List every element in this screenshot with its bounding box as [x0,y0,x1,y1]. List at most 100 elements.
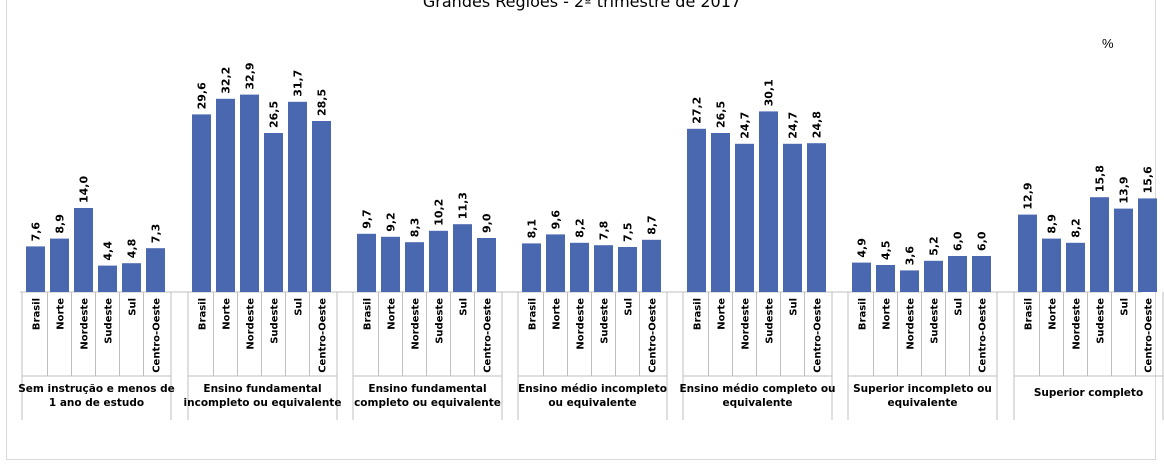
bar [618,247,637,292]
group-label: 1 ano de estudo [49,397,144,409]
data-label: 5,2 [928,236,941,256]
category-label: Norte [882,298,893,330]
category-label: Sudeste [1096,298,1107,344]
data-label: 8,2 [574,218,587,238]
data-label: 4,5 [880,241,893,261]
category-label: Centro-Oeste [813,298,824,373]
category-label: Nordeste [1072,298,1083,350]
data-label: 27,2 [691,97,704,124]
unit-label: % [1102,36,1114,51]
bar [1066,242,1085,292]
data-label: 4,8 [126,239,139,259]
category-label: Sul [624,298,635,316]
chart-title: Grandes Regiões - 2º trimestre de 2017 [422,0,742,11]
data-label: 7,3 [150,224,163,244]
category-label: Centro-Oeste [1144,298,1155,373]
data-label: 9,6 [550,210,563,230]
data-label: 7,8 [598,221,611,241]
data-label: 8,9 [54,214,67,234]
category-label: Nordeste [411,298,422,350]
category-label: Sul [459,298,470,316]
bar [50,238,69,292]
category-label: Sul [954,298,965,316]
data-label: 9,2 [385,212,398,232]
group-label: incompleto ou equivalente [184,397,342,409]
bar [312,121,331,292]
category-label: Norte [717,298,728,330]
bar [972,256,991,292]
bar [594,245,613,292]
category-label: Nordeste [906,298,917,350]
category-label: Nordeste [741,298,752,350]
bar [876,265,895,292]
bar [783,143,802,292]
bar [240,94,259,292]
data-label: 8,3 [409,218,422,238]
bar [381,236,400,292]
bar [759,111,778,293]
category-label: Brasil [693,298,704,330]
category-label: Sul [294,298,305,316]
category-label: Norte [1048,298,1059,330]
bar [1090,197,1109,292]
data-label: 8,1 [526,219,539,239]
bar [948,256,967,292]
data-label: 26,5 [268,101,281,128]
category-label: Centro-Oeste [648,298,659,373]
category-label: Sudeste [765,298,776,344]
bar [146,248,165,292]
category-label: Norte [552,298,563,330]
category-label: Sudeste [104,298,115,344]
bar [807,143,826,292]
data-label: 15,6 [1142,166,1155,193]
group-label: Superior incompleto ou [853,383,992,395]
category-label: Brasil [1024,298,1035,330]
bar [852,262,871,292]
bar [900,270,919,292]
category-label: Brasil [528,298,539,330]
data-label: 30,1 [763,79,776,106]
bar [74,208,93,292]
category-label: Nordeste [576,298,587,350]
data-label: 32,9 [244,62,257,89]
category-label: Centro-Oeste [152,298,163,373]
category-label: Centro-Oeste [483,298,494,373]
category-label: Sudeste [435,298,446,344]
bar [546,234,565,292]
bar [264,133,283,292]
data-label: 24,8 [811,111,824,138]
group-label: Ensino fundamental [368,383,486,395]
data-label: 24,7 [739,112,752,139]
data-label: 8,9 [1046,214,1059,234]
category-label: Sudeste [930,298,941,344]
data-label: 29,6 [196,82,209,109]
bar [288,101,307,292]
bar [687,128,706,292]
bar [477,238,496,292]
bar [122,263,141,292]
bar [98,265,117,292]
category-label: Nordeste [246,298,257,350]
category-label: Norte [56,298,67,330]
bar [405,242,424,292]
category-label: Brasil [32,298,43,330]
category-label: Brasil [363,298,374,330]
data-label: 4,9 [856,238,869,258]
bar [357,233,376,292]
bar [711,133,730,292]
data-label: 15,8 [1094,165,1107,192]
category-label: Norte [222,298,233,330]
group-label: Ensino médio incompleto [518,383,667,395]
group-label: Ensino fundamental [203,383,321,395]
data-label: 6,0 [952,231,965,251]
bar [522,243,541,292]
data-label: 31,7 [292,70,305,97]
data-label: 8,2 [1070,218,1083,238]
category-label: Norte [387,298,398,330]
bar [429,230,448,292]
group-label: Ensino médio completo ou [679,383,835,395]
data-label: 11,3 [457,192,470,219]
bar [192,114,211,293]
data-label: 12,9 [1022,182,1035,209]
